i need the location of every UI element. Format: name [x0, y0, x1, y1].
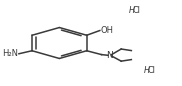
Text: Cl: Cl	[147, 66, 155, 75]
Text: H₂N: H₂N	[2, 49, 18, 58]
Text: N: N	[106, 51, 113, 60]
Text: Cl: Cl	[133, 6, 141, 15]
Text: H: H	[128, 6, 134, 15]
Text: H: H	[143, 66, 149, 75]
Text: OH: OH	[100, 26, 114, 35]
